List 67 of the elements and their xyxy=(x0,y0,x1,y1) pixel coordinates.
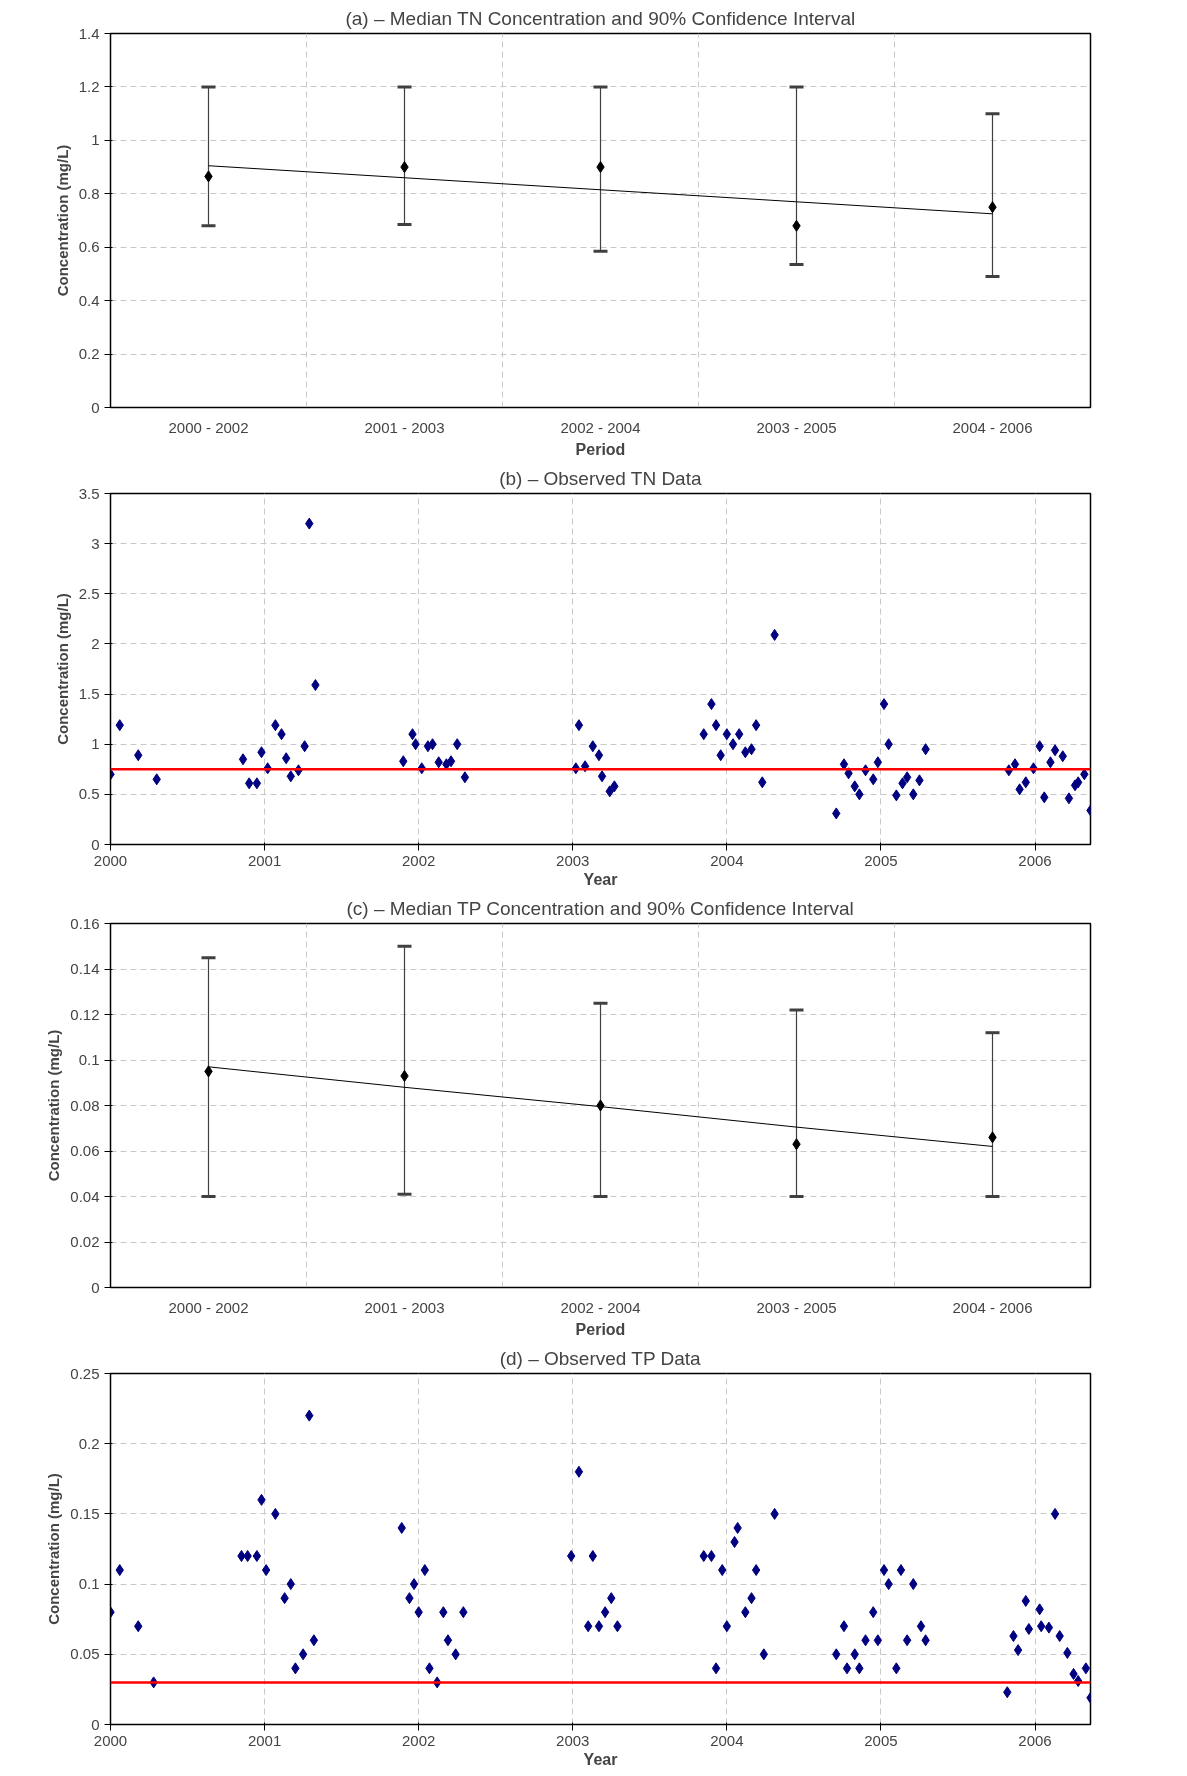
y-tick-label: 0.1 xyxy=(78,1051,100,1068)
y-tick-label: 1 xyxy=(91,735,100,753)
chart-title: (b) – Observed TN Data xyxy=(499,467,702,489)
y-tick-label: 3 xyxy=(91,534,100,552)
x-axis-title: Year xyxy=(583,1750,618,1768)
x-axis-title: Year xyxy=(583,870,618,888)
x-tick-label: 2006 xyxy=(1018,1731,1052,1749)
x-tick-label: 2000 xyxy=(93,1731,128,1749)
y-tick-label: 0.16 xyxy=(70,914,100,932)
x-tick-label: 2003 - 2005 xyxy=(756,1298,837,1316)
x-tick-label: 2001 - 2003 xyxy=(364,1298,445,1316)
chart-title: (a) – Median TN Concentration and 90% Confidence Interval xyxy=(345,7,856,29)
y-tick-label: 0.6 xyxy=(78,238,100,256)
y-tick-label: 1 xyxy=(91,131,100,149)
x-tick-label: 2000 xyxy=(93,851,128,869)
x-tick-label: 2004 - 2006 xyxy=(952,418,1033,436)
x-tick-label: 2004 xyxy=(710,1731,744,1749)
y-tick-label: 0.4 xyxy=(78,291,100,309)
y-tick-label: 2 xyxy=(91,634,100,652)
x-tick-label: 2003 xyxy=(556,1731,590,1749)
y-tick-label: 0.12 xyxy=(70,1005,100,1023)
y-tick-label: 0.06 xyxy=(70,1142,100,1159)
x-tick-label: 2000 - 2002 xyxy=(168,418,249,436)
y-tick-label: 0.25 xyxy=(70,1364,100,1382)
y-tick-label: 0.5 xyxy=(78,785,100,803)
y-tick-label: 1.4 xyxy=(78,24,100,42)
y-tick-label: 0 xyxy=(91,1715,100,1733)
x-tick-label: 2001 xyxy=(247,851,282,869)
y-tick-label: 2.5 xyxy=(78,584,100,602)
y-tick-label: 3.5 xyxy=(78,484,100,502)
y-axis-title: Concentration (mg/L) xyxy=(45,1473,63,1625)
y-tick-label: 0.1 xyxy=(78,1575,100,1593)
y-tick-label: 0.2 xyxy=(78,345,100,363)
y-tick-label: 0.02 xyxy=(70,1233,100,1250)
chart-title: (d) – Observed TP Data xyxy=(499,1347,702,1369)
x-tick-label: 2002 - 2004 xyxy=(560,1298,641,1316)
y-tick-label: 0 xyxy=(91,1278,100,1296)
x-tick-label: 2002 xyxy=(401,1731,436,1749)
y-axis-title: Concentration (mg/L) xyxy=(45,1029,63,1182)
y-tick-label: 0.04 xyxy=(70,1187,100,1205)
x-axis-title: Period xyxy=(575,440,626,458)
x-tick-label: 2003 xyxy=(556,851,590,869)
y-tick-label: 0.14 xyxy=(70,960,100,977)
y-axis-title: Concentration (mg/L) xyxy=(53,144,71,297)
x-tick-label: 2004 - 2006 xyxy=(952,1298,1033,1316)
y-tick-label: 1.5 xyxy=(78,685,100,703)
x-tick-label: 2006 xyxy=(1018,851,1052,869)
x-tick-label: 2000 - 2002 xyxy=(168,1298,249,1316)
y-tick-label: 1.2 xyxy=(78,77,100,95)
x-tick-label: 2005 xyxy=(864,851,898,869)
x-tick-label: 2002 - 2004 xyxy=(560,418,641,436)
y-tick-label: 0.05 xyxy=(70,1645,100,1663)
y-tick-label: 0.15 xyxy=(70,1504,100,1522)
x-tick-label: 2005 xyxy=(864,1731,898,1749)
x-tick-label: 2004 xyxy=(710,851,744,869)
y-tick-label: 0 xyxy=(91,398,100,416)
y-tick-label: 0.8 xyxy=(78,184,100,202)
x-axis-title: Period xyxy=(575,1320,626,1338)
y-tick-label: 0 xyxy=(91,835,100,853)
x-tick-label: 2001 xyxy=(247,1731,282,1749)
y-axis-title: Concentration (mg/L) xyxy=(53,593,71,745)
x-tick-label: 2001 - 2003 xyxy=(364,418,445,436)
chart-title: (c) – Median TP Concentration and 90% Confidence Interval xyxy=(346,897,854,919)
y-tick-label: 0.08 xyxy=(70,1096,100,1114)
x-tick-label: 2003 - 2005 xyxy=(756,418,837,436)
y-tick-label: 0.2 xyxy=(78,1434,100,1452)
x-tick-label: 2002 xyxy=(401,851,436,869)
